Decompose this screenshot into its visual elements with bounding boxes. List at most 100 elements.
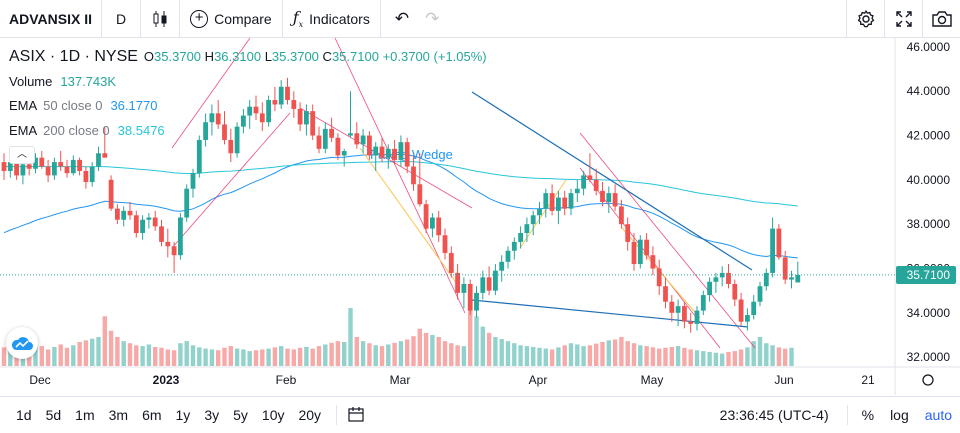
volume-bar [713, 352, 719, 366]
candle-body [606, 193, 612, 202]
candle-body [291, 100, 297, 109]
symbol-search-button[interactable]: ADVANSIX II [0, 0, 102, 38]
ema50-params: 50 close 0 [43, 98, 103, 113]
volume-bar [512, 343, 517, 366]
candle-body [241, 115, 246, 127]
candle-body [297, 108, 303, 125]
volume-bar [392, 342, 397, 366]
volume-bar [90, 338, 95, 366]
range-3y[interactable]: 3y [204, 407, 220, 423]
tradingview-logo-button[interactable] [6, 327, 38, 359]
volume-bar [556, 347, 561, 366]
range-20y[interactable]: 20y [298, 407, 322, 423]
candle-body [461, 284, 467, 293]
range-3m[interactable]: 3m [108, 407, 129, 423]
high-label: H [204, 49, 215, 64]
volume-bar [543, 348, 548, 366]
range-1d[interactable]: 1d [16, 407, 32, 423]
open-label: O [143, 49, 155, 64]
close-label: C [322, 49, 332, 64]
candle-body [637, 239, 643, 265]
candle-body [474, 292, 479, 311]
range-selector: 1d 5d 1m 3m 6m 1y 3y 5y 10y 20y [0, 407, 328, 423]
range-6m[interactable]: 6m [142, 407, 162, 423]
channel-line [171, 112, 291, 249]
log-scale-toggle[interactable]: log [890, 407, 909, 423]
wedge-lower-line [471, 299, 749, 328]
volume-bar [77, 341, 82, 366]
volume-bar [39, 346, 44, 366]
time-axis-settings-icon[interactable] [922, 374, 934, 386]
candle-body [209, 113, 215, 123]
volume-bar [316, 346, 322, 366]
volume-bar [266, 348, 271, 366]
time-tick-label: Feb [276, 373, 297, 387]
redo-button[interactable]: ↷ [417, 0, 447, 38]
range-5y[interactable]: 5y [233, 407, 248, 423]
fullscreen-button[interactable] [884, 0, 922, 38]
legend-ema200[interactable]: EMA 200 close 0 38.5476 [9, 119, 487, 144]
time-tick-label: Mar [390, 373, 411, 387]
candle-body [700, 295, 706, 311]
legend-ema50[interactable]: EMA 50 close 0 36.1770 [9, 94, 487, 119]
candle-body [64, 166, 70, 174]
date-range-button[interactable] [347, 406, 365, 425]
volume-bar [272, 347, 278, 366]
volume-bar [606, 340, 611, 366]
range-5d[interactable]: 5d [45, 407, 62, 423]
volume-bar [675, 346, 681, 366]
range-1m[interactable]: 1m [75, 407, 95, 423]
candle-body [392, 148, 397, 160]
candle-body [171, 246, 177, 256]
snapshot-button[interactable] [922, 0, 960, 38]
candle-body [562, 197, 568, 209]
interval-button[interactable]: D [102, 0, 142, 38]
candle-body [115, 208, 120, 220]
candle-body [322, 128, 328, 149]
volume-bar [738, 349, 744, 366]
candle-body [272, 100, 278, 105]
indicators-button[interactable]: ƒx Indicators [283, 0, 381, 38]
volume-bar [688, 349, 693, 366]
price-tick-label: 44.0000 [907, 84, 951, 98]
volume-bar [8, 349, 13, 366]
candle-body [789, 277, 794, 280]
volume-bar [430, 334, 435, 366]
candle-body [310, 111, 316, 136]
range-1y[interactable]: 1y [175, 407, 191, 423]
legend-collapse-button[interactable]: ︿ [9, 146, 35, 164]
candle-body [511, 241, 517, 251]
range-10y[interactable]: 10y [261, 407, 285, 423]
volume-bar [726, 351, 731, 366]
channel-line [334, 38, 466, 314]
candle-body [159, 226, 164, 242]
clock-timezone[interactable]: 23:36:45 (UTC-4) [719, 407, 829, 423]
candle-body [486, 277, 492, 291]
drawing-label[interactable]: Falling Wedge [370, 147, 453, 162]
volume-bar [115, 337, 120, 366]
volume-bar [505, 341, 511, 366]
volume-bar [285, 348, 290, 366]
legend-volume[interactable]: Volume 137.743K [9, 70, 487, 95]
volume-bar [524, 346, 530, 366]
volume-bar [342, 341, 347, 366]
candle-body [675, 306, 681, 313]
volume-bar [241, 349, 246, 366]
legend-main-series[interactable]: ASIX · 1D · NYSE O35.3700 H36.3100 L35.3… [9, 45, 487, 70]
auto-scale-toggle[interactable]: auto [924, 407, 952, 423]
candle-body [266, 100, 271, 123]
undo-button[interactable]: ↶ [381, 0, 417, 38]
settings-button[interactable] [846, 0, 884, 38]
bottom-right-controls: 23:36:45 (UTC-4) % log auto [712, 397, 960, 433]
percent-scale-toggle[interactable]: % [861, 407, 875, 423]
close-value: 35.7100 [331, 49, 379, 64]
volume-bar [770, 345, 775, 366]
volume-bar [64, 347, 70, 366]
chevron-up-icon: ︿ [17, 149, 27, 160]
volume-bar [411, 336, 416, 366]
volume-bar [531, 346, 536, 366]
volume-bar [335, 341, 341, 366]
chart-type-button[interactable] [141, 0, 181, 38]
compare-button[interactable]: + Compare [180, 0, 283, 38]
candle-body [430, 217, 435, 229]
